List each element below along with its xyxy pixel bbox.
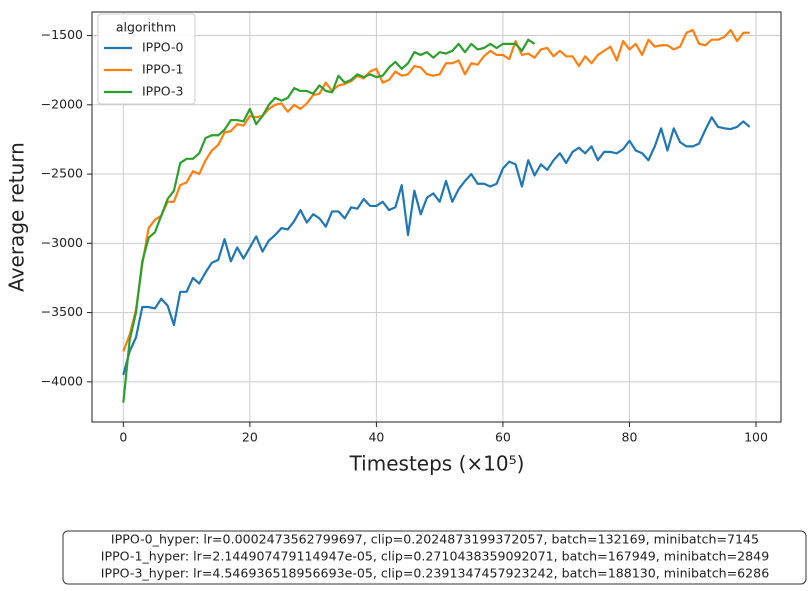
x-tick-label: 0 <box>119 430 127 445</box>
x-tick-label: 40 <box>368 430 384 445</box>
plot-frame <box>91 11 782 423</box>
y-tick-label: −4000 <box>41 373 83 388</box>
y-tick-label: −2000 <box>41 96 83 111</box>
legend-label: IPPO-3 <box>142 84 183 99</box>
x-tick-label: 100 <box>744 430 768 445</box>
annotation-line: IPPO-0_hyper: lr=0.0002473562799697, cli… <box>111 532 759 547</box>
data-line <box>122 28 750 352</box>
legend-box <box>97 13 196 105</box>
y-tick-label: −3000 <box>41 235 83 250</box>
data-line <box>122 116 751 376</box>
annotation-line: IPPO-1_hyper: lr=2.144907479114947e-05, … <box>101 549 769 564</box>
y-tick-label: −2500 <box>41 166 83 181</box>
legend-label: IPPO-1 <box>142 62 183 77</box>
x-axis-label: Timesteps (×10⁵) <box>349 452 525 476</box>
x-tick-label: 80 <box>622 430 638 445</box>
x-tick-label: 60 <box>495 430 511 445</box>
y-tick-label: −1500 <box>41 27 83 42</box>
annotation-box <box>62 530 807 585</box>
legend-label: IPPO-0 <box>142 40 183 55</box>
legend: algorithm IPPO-0 IPPO-1 IPPO-3 <box>97 13 196 105</box>
y-axis-label: Average return <box>5 142 29 292</box>
legend-title: algorithm <box>116 20 176 35</box>
data-line <box>122 38 536 403</box>
annotation-line: IPPO-3_hyper: lr=4.546936518956693e-05, … <box>101 566 769 581</box>
x-tick-label: 20 <box>242 430 258 445</box>
y-tick-label: −3500 <box>41 304 83 319</box>
